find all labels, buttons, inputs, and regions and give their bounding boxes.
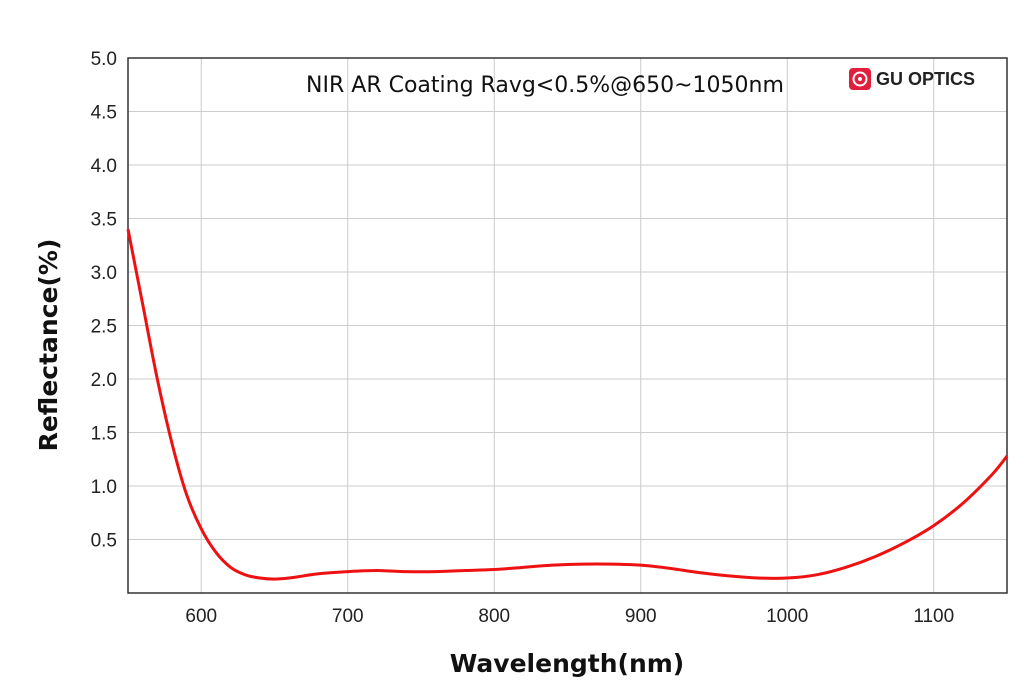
y-tick-label: 0.5 xyxy=(91,531,117,552)
x-axis-title: Wavelength(nm) xyxy=(450,649,684,678)
reflectance-series-line xyxy=(126,228,1009,581)
y-axis-title: Reflectance(%) xyxy=(34,239,63,452)
y-axis-ticks: 0.5 1.0 1.5 2.0 2.5 3.0 3.5 4.0 4.5 5.0 xyxy=(91,49,117,552)
x-tick-label: 1100 xyxy=(913,606,954,627)
x-tick-label: 1000 xyxy=(766,606,808,627)
y-tick-label: 4.0 xyxy=(91,156,117,177)
brand-name: GU OPTICS xyxy=(876,69,975,89)
x-tick-label: 800 xyxy=(478,606,510,627)
y-tick-label: 5.0 xyxy=(91,49,117,70)
x-tick-label: 700 xyxy=(332,606,364,627)
lens-dot xyxy=(858,77,862,81)
x-axis-ticks: 600 700 800 900 1000 1100 xyxy=(185,606,954,627)
x-tick-label: 600 xyxy=(185,606,217,627)
y-tick-label: 3.5 xyxy=(91,210,117,231)
y-tick-label: 4.5 xyxy=(91,103,117,124)
x-tick-label: 900 xyxy=(625,606,657,627)
brand-logo: GU OPTICS xyxy=(849,68,975,90)
y-tick-label: 2.5 xyxy=(91,317,117,338)
lens-ring xyxy=(852,71,868,87)
y-tick-label: 1.5 xyxy=(91,424,117,445)
y-tick-label: 2.0 xyxy=(91,370,117,391)
plot-frame xyxy=(127,57,1008,594)
y-tick-label: 3.0 xyxy=(91,263,117,284)
chart-title: NIR AR Coating Ravg<0.5%@650~1050nm xyxy=(306,73,784,98)
y-tick-label: 1.0 xyxy=(91,477,117,498)
grid-lines xyxy=(128,57,1007,593)
series-layer xyxy=(126,228,1009,581)
